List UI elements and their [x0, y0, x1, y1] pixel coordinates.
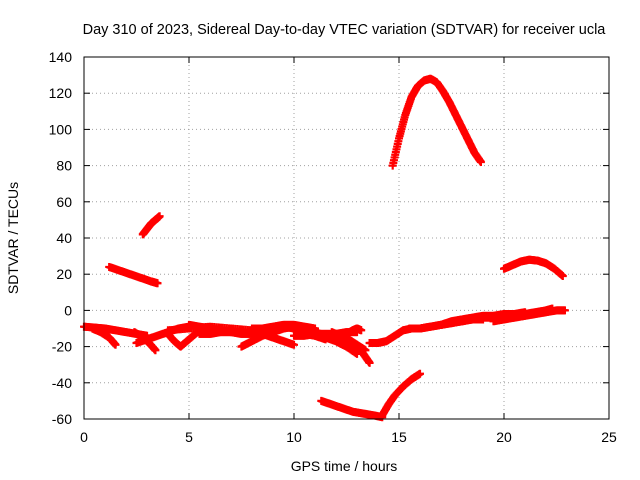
data-point — [476, 157, 485, 166]
data-point — [416, 369, 424, 378]
axis-ticks: 0 5 10 15 20 25 -60 -40 -20 0 20 40 60 80 100 120 140 — [49, 49, 617, 445]
data-point — [290, 340, 298, 349]
x-tick-label: 0 — [80, 429, 88, 445]
x-tick-label: 25 — [601, 429, 617, 445]
y-tick-label: -40 — [52, 375, 72, 391]
data-series-arc-19 — [353, 342, 374, 367]
data-point — [558, 272, 567, 281]
y-tick-label: -60 — [52, 411, 72, 427]
y-tick-label: 140 — [49, 49, 73, 65]
data-series-arc-10 — [185, 320, 235, 337]
data-point — [153, 279, 162, 288]
x-axis-label: GPS time / hours — [291, 458, 398, 474]
data-point — [548, 304, 557, 313]
data-point — [227, 328, 235, 337]
chart-title: Day 310 of 2023, Sidereal Day-to-day VTE… — [83, 22, 607, 38]
y-tick-label: 0 — [64, 302, 72, 318]
data-point — [560, 306, 569, 315]
data-series-arc-22 — [378, 369, 424, 420]
y-axis-label: SDTVAR / TECUs — [5, 182, 21, 294]
data-series-arc-17 — [311, 328, 361, 355]
plot-frame — [83, 56, 610, 420]
data-series-arc-28 — [388, 74, 485, 170]
x-tick-label: 10 — [286, 429, 302, 445]
data-series-arc-3 — [105, 262, 162, 288]
data-points — [80, 74, 569, 422]
data-point — [111, 340, 120, 349]
data-series-arc-2 — [88, 324, 120, 349]
data-point — [365, 358, 374, 367]
grid-lines — [84, 57, 609, 419]
y-tick-label: 120 — [49, 85, 73, 101]
x-tick-label: 5 — [185, 429, 193, 445]
x-tick-label: 20 — [496, 429, 512, 445]
data-series-arc-29 — [500, 255, 567, 281]
data-series-arc-12 — [248, 328, 298, 349]
y-tick-label: 80 — [56, 158, 72, 174]
x-tick-label: 15 — [391, 429, 407, 445]
data-series-arc-4 — [138, 212, 164, 239]
y-tick-label: 40 — [56, 230, 72, 246]
data-point — [151, 346, 160, 355]
data-point — [357, 326, 366, 335]
data-point — [155, 212, 164, 221]
y-tick-label: 60 — [56, 194, 72, 210]
data-series-arc-7 — [164, 328, 202, 351]
y-tick-label: -20 — [52, 339, 72, 355]
data-series-arc-20 — [342, 324, 366, 338]
y-tick-label: 100 — [49, 121, 73, 137]
data-series-arc-27 — [500, 304, 557, 322]
y-tick-label: 20 — [56, 266, 72, 282]
